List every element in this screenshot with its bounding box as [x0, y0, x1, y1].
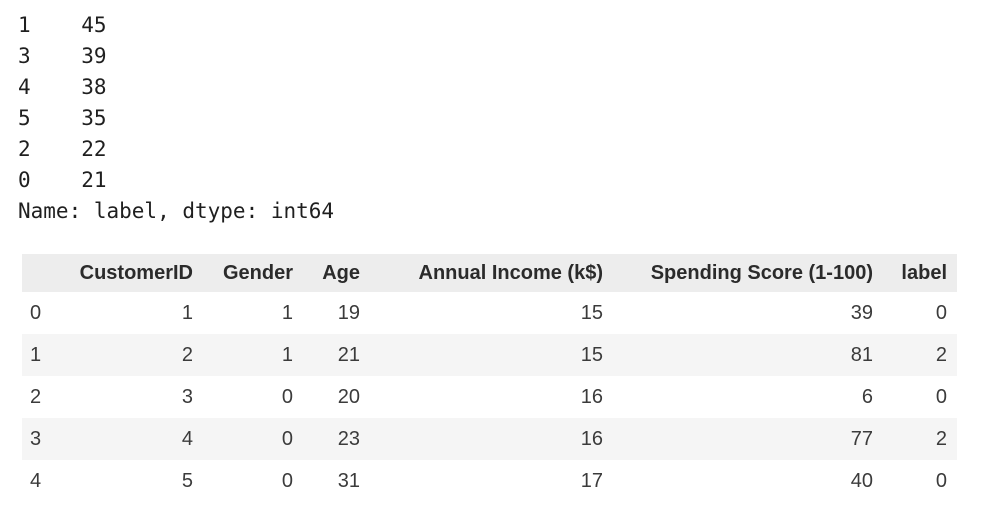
- table-cell: 39: [850, 301, 873, 324]
- series-line: Name: label, dtype: int64: [18, 199, 335, 223]
- table-row: 3 4 0 23 16 77 2: [22, 418, 957, 460]
- table-cell: 16: [580, 427, 603, 450]
- row-index: 4: [30, 469, 42, 492]
- table-cell: 17: [580, 469, 603, 492]
- table-cell: 19: [337, 301, 360, 324]
- row-index: 1: [30, 343, 42, 366]
- series-output: 1 45 3 39 4 38 5 35 2 22 0 21 Name: label, dty…: [0, 0, 994, 227]
- table-cell: 0: [281, 427, 293, 450]
- column-header: CustomerID: [67, 254, 203, 292]
- table-cell: 15: [580, 301, 603, 324]
- table-cell: 0: [281, 385, 293, 408]
- table-cell: 1: [281, 343, 293, 366]
- table-cell: 1: [181, 301, 193, 324]
- column-header: label: [883, 254, 957, 292]
- table-cell: 21: [337, 343, 360, 366]
- column-header: Age: [303, 254, 370, 292]
- series-line: 2 22: [18, 137, 107, 161]
- row-index: 3: [30, 427, 42, 450]
- row-index: 2: [30, 385, 42, 408]
- table-cell: 0: [935, 301, 947, 324]
- table-cell: 3: [181, 385, 193, 408]
- table-cell: 0: [935, 385, 947, 408]
- table-cell: 2: [935, 343, 947, 366]
- dataframe-header-row: CustomerID Gender Age Annual Income (k$) Spe…: [22, 254, 957, 292]
- series-line: 4 38: [18, 75, 107, 99]
- table-cell: 23: [337, 427, 360, 450]
- dataframe-header: CustomerID Gender Age Annual Income (k$) Spe…: [22, 254, 957, 292]
- table-row: 0 1 1 19 15 39 0: [22, 292, 957, 334]
- table-cell: 40: [850, 469, 873, 492]
- column-header: Gender: [203, 254, 303, 292]
- row-index: 0: [30, 301, 42, 324]
- table-cell: 81: [850, 343, 873, 366]
- series-line: 3 39: [18, 44, 107, 68]
- table-cell: 2: [181, 343, 193, 366]
- table-cell: 6: [861, 385, 873, 408]
- table-row: 4 5 0 31 17 40 0: [22, 460, 957, 502]
- table-cell: 77: [850, 427, 873, 450]
- table-cell: 4: [181, 427, 193, 450]
- table-cell: 0: [935, 469, 947, 492]
- series-line: 0 21: [18, 168, 107, 192]
- column-header: Spending Score (1-100): [613, 254, 883, 292]
- table-cell: 15: [580, 343, 603, 366]
- table-row: 2 3 0 20 16 6 0: [22, 376, 957, 418]
- table-cell: 20: [337, 385, 360, 408]
- table-cell: 5: [181, 469, 193, 492]
- table-cell: 31: [337, 469, 360, 492]
- series-line: 5 35: [18, 106, 107, 130]
- dataframe-table: CustomerID Gender Age Annual Income (k$) Spe…: [22, 254, 957, 502]
- index-column-header: [22, 254, 67, 292]
- column-header: Annual Income (k$): [370, 254, 613, 292]
- table-cell: 2: [935, 427, 947, 450]
- table-cell: 0: [281, 469, 293, 492]
- dataframe-body: 0 1 1 19 15 39 0 1 2 1 21 15 81 2 2 3 0 20 16 6 0 3 4 0 23 16 77 2 4…: [22, 292, 957, 502]
- table-cell: 1: [281, 301, 293, 324]
- series-line: 1 45: [18, 13, 107, 37]
- table-cell: 16: [580, 385, 603, 408]
- table-row: 1 2 1 21 15 81 2: [22, 334, 957, 376]
